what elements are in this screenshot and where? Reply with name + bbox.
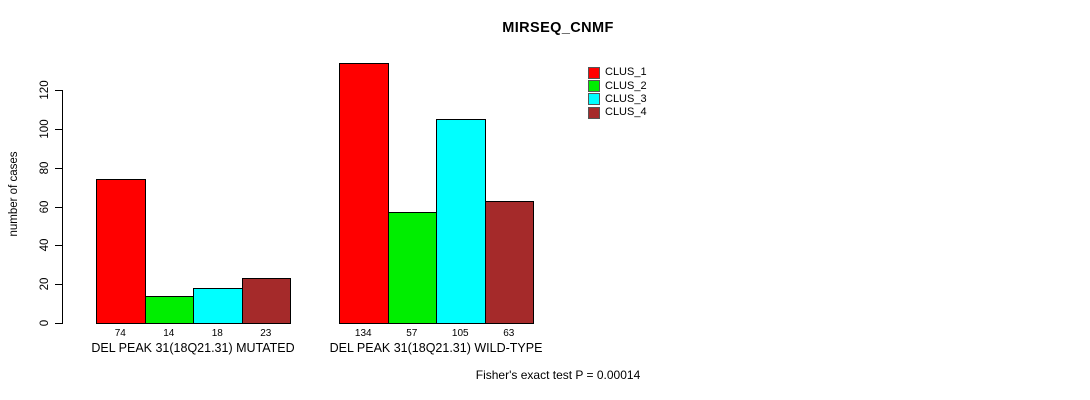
chart-title: MIRSEQ_CNMF xyxy=(502,20,614,36)
bar-value-label: 23 xyxy=(260,328,272,339)
legend-swatch-clus_2 xyxy=(588,80,600,93)
legend-swatch-clus_4 xyxy=(588,106,600,119)
y-axis-tick-label: 120 xyxy=(39,80,51,100)
bar-clus_3 xyxy=(193,288,243,324)
y-axis-tick-label: 20 xyxy=(39,277,51,291)
y-axis-line xyxy=(62,90,63,324)
bar-clus_4 xyxy=(241,278,291,324)
y-axis-tick xyxy=(55,206,62,208)
legend-item: CLUS_1 xyxy=(588,66,647,79)
y-axis-tick-label: 60 xyxy=(39,200,51,213)
legend-swatch-clus_1 xyxy=(588,66,600,79)
y-axis-tick-label: 80 xyxy=(39,161,51,175)
fisher-test-footnote: Fisher's exact test P = 0.00014 xyxy=(475,368,641,382)
bar-value-label: 57 xyxy=(406,328,418,339)
bar-value-label: 74 xyxy=(114,328,126,339)
y-axis-tick-label: 100 xyxy=(39,119,51,139)
bar-clus_2 xyxy=(144,295,194,324)
bar-value-label: 18 xyxy=(211,328,223,339)
legend-item: CLUS_2 xyxy=(588,79,647,93)
y-axis-tick-label: 40 xyxy=(39,238,51,252)
bar-clus_1 xyxy=(96,179,146,324)
legend-swatch-clus_3 xyxy=(588,93,600,106)
legend-label: CLUS_3 xyxy=(605,92,647,105)
bar-clus_1 xyxy=(339,62,389,324)
group-label: DEL PEAK 31(18Q21.31) WILD-TYPE xyxy=(329,341,543,355)
y-axis-tick xyxy=(55,245,62,247)
legend: CLUS_1 CLUS_2 CLUS_3 CLUS_4 xyxy=(588,66,647,120)
group-label: DEL PEAK 31(18Q21.31) MUTATED xyxy=(91,341,295,355)
y-axis-tick xyxy=(55,323,62,324)
bar-value-label: 63 xyxy=(503,328,515,339)
y-axis-tick xyxy=(55,284,62,286)
y-axis-tick xyxy=(55,128,62,130)
bar-clus_3 xyxy=(436,119,486,324)
legend-label: CLUS_2 xyxy=(605,79,647,92)
legend-label: CLUS_4 xyxy=(605,106,647,119)
bar-clus_2 xyxy=(387,212,437,324)
bar-clus_4 xyxy=(484,200,534,324)
bar-value-label: 105 xyxy=(451,328,469,339)
legend-label: CLUS_1 xyxy=(605,66,647,79)
bar-value-label: 14 xyxy=(163,328,175,339)
bar-value-label: 134 xyxy=(354,328,372,339)
y-axis-tick xyxy=(55,167,62,169)
y-axis-tick-label: 0 xyxy=(39,319,51,327)
y-axis-tick xyxy=(55,90,62,91)
legend-item: CLUS_3 xyxy=(588,93,647,106)
legend-item: CLUS_4 xyxy=(588,106,647,119)
